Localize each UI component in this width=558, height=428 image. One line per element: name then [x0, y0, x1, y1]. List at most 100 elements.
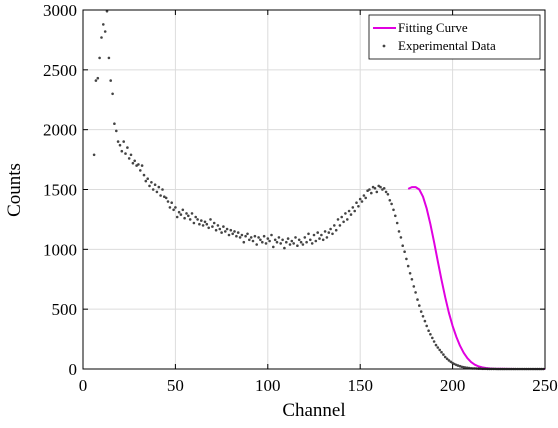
- experimental-data-point: [205, 222, 209, 226]
- experimental-data-point: [351, 206, 355, 209]
- experimental-data-point: [248, 238, 251, 242]
- experimental-data-point: [316, 231, 320, 234]
- experimental-data-point: [102, 23, 105, 26]
- experimental-data-point: [124, 152, 127, 155]
- experimental-data-point: [364, 196, 368, 200]
- experimental-data-point: [116, 140, 120, 143]
- experimental-data-point: [421, 315, 425, 318]
- experimental-data-point: [235, 234, 238, 238]
- experimental-data-point: [188, 218, 192, 221]
- experimental-data-point: [290, 239, 294, 243]
- experimental-data-point: [355, 201, 358, 204]
- experimental-data-point: [386, 193, 390, 196]
- experimental-data-point: [244, 234, 247, 238]
- experimental-data-point: [406, 264, 410, 268]
- x-tick-label: 150: [347, 376, 373, 395]
- experimental-data-point: [227, 233, 231, 237]
- experimental-data-point: [174, 206, 177, 209]
- experimental-data-point: [336, 218, 340, 221]
- experimental-data-point: [362, 194, 366, 197]
- experimental-data-point: [185, 212, 188, 215]
- experimental-data-point: [175, 215, 179, 219]
- experimental-data-point: [214, 228, 218, 232]
- x-tick-label: 100: [255, 376, 281, 395]
- experimental-data-point: [394, 214, 397, 218]
- experimental-data-point: [249, 236, 253, 239]
- experimental-data-point: [325, 236, 329, 239]
- experimental-data-point: [270, 233, 273, 237]
- experimental-data-point: [395, 221, 399, 225]
- experimental-data-point: [403, 250, 406, 253]
- y-tick-label: 2500: [43, 61, 77, 80]
- experimental-data-point: [255, 243, 258, 246]
- legend-label-fitting-curve: Fitting Curve: [398, 20, 468, 35]
- experimental-data-point: [312, 233, 316, 237]
- experimental-data-point: [464, 366, 467, 369]
- experimental-data-point: [427, 329, 430, 333]
- experimental-data-point: [401, 244, 405, 247]
- experimental-data-point: [342, 220, 345, 224]
- experimental-data-point: [196, 218, 199, 221]
- legend-box: [368, 14, 541, 60]
- experimental-data-point: [194, 215, 197, 219]
- experimental-data-point: [368, 188, 371, 191]
- experimental-data-point: [333, 224, 336, 227]
- experimental-data-point: [259, 238, 262, 242]
- experimental-data-point: [98, 56, 101, 60]
- experimental-data-point: [392, 208, 395, 212]
- y-tick-label: 2000: [43, 121, 77, 140]
- legend-label-experimental-data: Experimental Data: [398, 38, 496, 53]
- experimental-data-point: [434, 343, 438, 347]
- experimental-data-point: [442, 353, 445, 356]
- experimental-data-point: [285, 240, 288, 244]
- y-tick-label: 1000: [43, 240, 77, 259]
- experimental-data-point: [218, 227, 222, 231]
- experimental-data-point: [238, 236, 242, 239]
- experimental-data-point: [349, 213, 353, 216]
- grid: [82, 9, 546, 370]
- x-axis-label: Channel: [282, 400, 345, 421]
- experimental-data-point: [111, 92, 114, 96]
- experimental-data-point: [334, 228, 338, 232]
- legend-point-swatch: [382, 44, 386, 48]
- experimental-data-point: [187, 214, 190, 218]
- experimental-data-point: [118, 143, 122, 147]
- experimental-data-point: [198, 222, 201, 226]
- experimental-data-point: [131, 161, 135, 165]
- experimental-data-point: [314, 239, 318, 243]
- experimental-data-point: [129, 153, 133, 157]
- experimental-data-point: [429, 333, 432, 336]
- experimental-data-point: [436, 346, 440, 349]
- experimental-data-point: [273, 238, 277, 242]
- experimental-data-point: [224, 230, 227, 233]
- experimental-data-point: [190, 212, 194, 215]
- experimental-data-point: [262, 234, 266, 238]
- experimental-data-point: [161, 188, 164, 191]
- experimental-data-point: [200, 219, 203, 222]
- experimental-data-point: [257, 236, 260, 239]
- experimental-data-point: [177, 210, 181, 214]
- experimental-data-point: [142, 173, 146, 177]
- experimental-data-point: [419, 310, 423, 313]
- experimental-data-point: [222, 225, 225, 228]
- experimental-data-point: [183, 216, 186, 220]
- experimental-data-point: [100, 36, 103, 39]
- experimental-data-point: [425, 324, 429, 328]
- experimental-data-point: [127, 157, 131, 160]
- experimental-data-point: [397, 230, 401, 233]
- experimental-data-point: [447, 359, 451, 362]
- experimental-data-point: [440, 350, 443, 354]
- legend: Fitting Curve Experimental Data: [368, 14, 541, 60]
- y-tick-label: 0: [69, 360, 78, 379]
- experimental-data-point: [120, 149, 124, 153]
- experimental-data-point: [292, 242, 296, 245]
- experimental-data-point: [384, 190, 388, 194]
- experimental-data-point: [229, 228, 233, 232]
- experimental-data-point: [410, 278, 414, 281]
- experimental-data-point: [107, 56, 111, 60]
- experimental-data-point: [181, 208, 185, 212]
- experimental-data-point: [179, 213, 183, 216]
- experimental-data-point: [159, 194, 162, 197]
- experimental-data-point: [338, 224, 342, 227]
